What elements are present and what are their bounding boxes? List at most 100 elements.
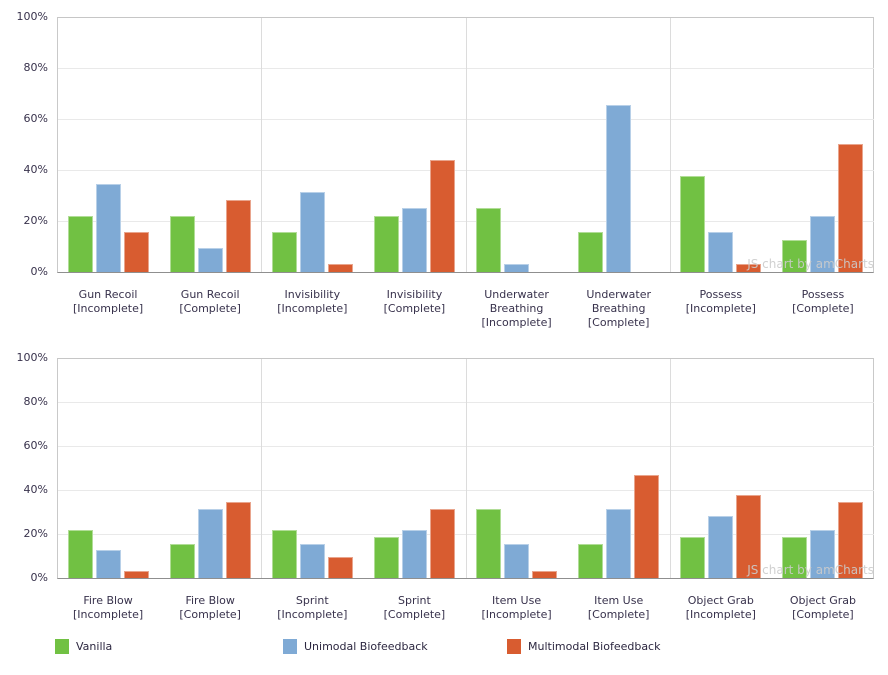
category-label: Fire Blow [Complete] [179,594,241,621]
bar-unimodal-biofeedback[interactable] [606,105,632,272]
y-axis-label: 60% [23,112,48,125]
bar-unimodal-biofeedback[interactable] [401,208,427,272]
legend-swatch-vanilla [55,639,69,654]
y-axis-label: 0% [30,571,48,584]
bar-unimodal-biofeedback[interactable] [708,232,734,272]
bar-group-gun-recoil-incomplete [57,17,159,272]
category-separator [670,359,671,578]
legend-label: Unimodal Biofeedback [304,640,428,653]
category-label: Item Use [Incomplete] [481,594,552,621]
bar-group-object-grab-complete [772,358,874,578]
legend-label: Multimodal Biofeedback [528,640,661,653]
bar-unimodal-biofeedback[interactable] [810,530,836,578]
plot-area [57,17,874,273]
legend-item-unimodal-biofeedback[interactable]: Unimodal Biofeedback [283,639,428,654]
bar-multimodal-biofeedback[interactable] [736,495,762,578]
bar-unimodal-biofeedback[interactable] [504,544,530,578]
bar-group-underwater-breathing-complete [568,17,670,272]
bar-unimodal-biofeedback[interactable] [299,544,325,578]
category-separator [670,18,671,272]
bar-vanilla[interactable] [578,232,604,272]
bar-vanilla[interactable] [782,240,808,272]
bar-vanilla[interactable] [271,530,297,578]
amcharts-watermark-link[interactable]: JS chart by amCharts [747,257,874,271]
bar-vanilla[interactable] [476,208,502,272]
category-label: Gun Recoil [Incomplete] [72,288,144,315]
bar-vanilla[interactable] [578,544,604,578]
bar-vanilla[interactable] [476,509,502,578]
category-separator [466,359,467,578]
amcharts-watermark-link[interactable]: JS chart by amCharts [747,563,874,577]
bar-unimodal-biofeedback[interactable] [197,509,223,578]
bar-group-sprint-complete [363,358,465,578]
category-label: Object Grab [Complete] [789,594,856,621]
legend-item-multimodal-biofeedback[interactable]: Multimodal Biofeedback [507,639,660,654]
category-label: Underwater Breathing [Complete] [586,288,651,329]
bar-group-sprint-incomplete [261,358,363,578]
bar-group-fire-blow-incomplete [57,358,159,578]
bar-multimodal-biofeedback[interactable] [838,502,864,578]
bar-multimodal-biofeedback[interactable] [429,509,455,578]
bar-unimodal-biofeedback[interactable] [504,264,530,272]
bar-vanilla[interactable] [67,216,93,272]
bar-group-fire-blow-complete [159,358,261,578]
bar-group-possess-complete [772,17,874,272]
plot-area [57,358,874,579]
category-label: Invisibility [Complete] [383,288,446,315]
category-separator [261,18,262,272]
y-axis-label: 100% [16,351,48,364]
y-axis-label: 40% [23,483,48,496]
bar-multimodal-biofeedback[interactable] [225,502,251,578]
legend-item-vanilla[interactable]: Vanilla [55,639,112,654]
bar-vanilla[interactable] [271,232,297,272]
bar-multimodal-biofeedback[interactable] [123,571,149,578]
category-label: Possess [Incomplete] [685,288,756,315]
y-axis-label: 60% [23,439,48,452]
bar-multimodal-biofeedback[interactable] [532,571,558,578]
bar-vanilla[interactable] [680,537,706,578]
bar-multimodal-biofeedback[interactable] [634,475,660,578]
bar-unimodal-biofeedback[interactable] [95,184,121,272]
category-label: Underwater Breathing [Incomplete] [481,288,552,329]
bar-vanilla[interactable] [373,537,399,578]
bar-group-underwater-breathing-incomplete [466,17,568,272]
bar-unimodal-biofeedback[interactable] [401,530,427,578]
y-axis-label: 80% [23,395,48,408]
bar-unimodal-biofeedback[interactable] [95,550,121,578]
bar-group-possess-incomplete [670,17,772,272]
bar-multimodal-biofeedback[interactable] [327,557,353,578]
bar-vanilla[interactable] [67,530,93,578]
bar-vanilla[interactable] [680,176,706,272]
bar-vanilla[interactable] [169,544,195,578]
category-label: Sprint [Complete] [383,594,446,621]
y-axis-label: 20% [23,527,48,540]
bar-vanilla[interactable] [373,216,399,272]
bar-unimodal-biofeedback[interactable] [810,216,836,272]
legend-label: Vanilla [76,640,113,653]
bar-multimodal-biofeedback[interactable] [429,160,455,272]
bar-unimodal-biofeedback[interactable] [299,192,325,272]
category-label: Invisibility [Incomplete] [277,288,348,315]
category-label: Item Use [Complete] [587,594,650,621]
bar-multimodal-biofeedback[interactable] [123,232,149,272]
bar-vanilla[interactable] [782,537,808,578]
bar-unimodal-biofeedback[interactable] [197,248,223,272]
bar-multimodal-biofeedback[interactable] [736,264,762,272]
bar-unimodal-biofeedback[interactable] [606,509,632,578]
bar-group-invisibility-incomplete [261,17,363,272]
bar-group-invisibility-complete [363,17,465,272]
bar-vanilla[interactable] [169,216,195,272]
bar-multimodal-biofeedback[interactable] [225,200,251,272]
bar-unimodal-biofeedback[interactable] [708,516,734,578]
y-axis-label: 0% [30,265,48,278]
category-label: Object Grab [Incomplete] [685,594,756,621]
bar-multimodal-biofeedback[interactable] [327,264,353,272]
legend-swatch-multimodal-biofeedback [507,639,521,654]
bar-multimodal-biofeedback[interactable] [838,144,864,272]
y-axis-label: 100% [16,10,48,23]
bar-group-object-grab-incomplete [670,358,772,578]
category-separator [261,359,262,578]
bar-group-gun-recoil-complete [159,17,261,272]
y-axis-label: 20% [23,214,48,227]
